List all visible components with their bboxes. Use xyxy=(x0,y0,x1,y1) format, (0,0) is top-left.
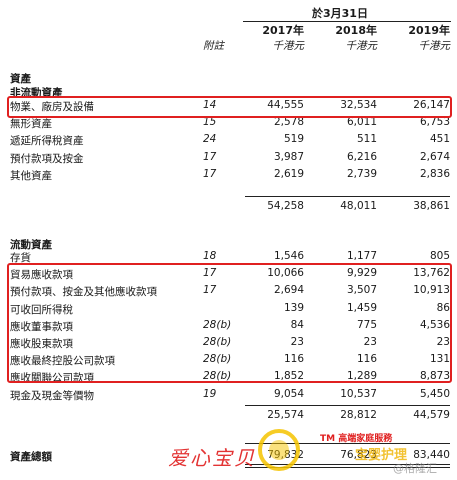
row-label: 應收董事款項 xyxy=(10,320,73,333)
row-value-2018: 10,537 xyxy=(340,387,377,400)
row-value-2017: 23 xyxy=(290,336,304,348)
row-value-2017: 44,555 xyxy=(267,99,304,111)
highlight-box-receivables xyxy=(7,263,452,383)
row-value-2019: 5,450 xyxy=(419,387,450,400)
row-value-2019: 4,536 xyxy=(419,318,450,331)
total-assets-rule xyxy=(245,443,450,444)
watermark-logo-icon xyxy=(258,429,300,471)
row-value-2018: 511 xyxy=(356,133,377,146)
total-assets-2018: 76,823 xyxy=(340,449,377,461)
non-current-subtotal-2019: 38,861 xyxy=(413,200,450,212)
header-year-2018: 2018年 xyxy=(335,24,377,37)
row-note: 28(b) xyxy=(203,370,232,383)
header-year-2019: 2019年 xyxy=(408,24,450,37)
row-value-2019: 10,913 xyxy=(413,284,450,297)
row-value-2019: 2,836 xyxy=(419,167,450,180)
row-label: 遞延所得稅資產 xyxy=(10,135,84,148)
row-note: 15 xyxy=(203,116,217,129)
watermark-brand: 爱心宝贝 xyxy=(168,446,256,470)
row-label: 物業、廠房及設備 xyxy=(10,101,94,113)
row-label: 應收股東款項 xyxy=(10,338,73,350)
row-value-2018: 3,507 xyxy=(346,284,377,297)
row-note: 18 xyxy=(203,250,217,262)
row-value-2017: 1,852 xyxy=(273,370,304,383)
non-current-subtotal-2017: 54,258 xyxy=(267,200,304,212)
row-value-2017: 10,066 xyxy=(267,267,304,280)
row-value-2018: 32,534 xyxy=(340,99,377,111)
row-note: 17 xyxy=(203,267,217,280)
section-total-assets: 資產總額 xyxy=(10,451,52,463)
row-note: 17 xyxy=(203,167,217,180)
row-note: 28(b) xyxy=(203,318,232,331)
row-value-2017: 519 xyxy=(283,133,304,146)
row-label: 無形資產 xyxy=(10,118,52,131)
non-current-subtotal-rule xyxy=(245,196,450,197)
current-subtotal-rule xyxy=(245,405,450,406)
row-value-2018: 6,011 xyxy=(346,116,377,129)
total-assets-double-rule xyxy=(245,464,450,468)
row-label: 其他資產 xyxy=(10,169,52,182)
header-unit-2017: 千港元 xyxy=(272,40,305,52)
row-value-2018: 775 xyxy=(356,318,377,331)
header-date-rule xyxy=(243,21,451,22)
row-value-2019: 131 xyxy=(429,353,450,366)
row-value-2019: 86 xyxy=(436,301,450,314)
row-label: 可收回所得稅 xyxy=(10,303,73,316)
row-value-2018: 1,459 xyxy=(346,301,377,314)
row-value-2019: 8,873 xyxy=(419,370,450,383)
non-current-subtotal-2018: 48,011 xyxy=(340,200,377,212)
row-value-2018: 9,929 xyxy=(346,267,377,280)
highlight-box-ppe xyxy=(7,96,452,118)
header-note-column: 附註 xyxy=(203,40,224,52)
row-value-2018: 1,289 xyxy=(346,370,377,383)
row-value-2019: 2,674 xyxy=(419,150,450,163)
row-value-2019: 26,147 xyxy=(413,99,450,111)
row-value-2017: 3,987 xyxy=(273,150,304,163)
row-label: 預付款項、按金及其他應收款項 xyxy=(10,286,157,299)
current-subtotal-2018: 28,812 xyxy=(340,409,377,421)
row-value-2017: 9,054 xyxy=(273,387,304,400)
row-value-2019: 6,753 xyxy=(419,116,450,129)
row-note: 19 xyxy=(203,387,217,400)
row-value-2018: 23 xyxy=(363,336,377,348)
header-year-2017: 2017年 xyxy=(262,24,304,37)
row-label: 存貨 xyxy=(10,252,31,264)
row-value-2017: 1,546 xyxy=(273,250,304,262)
row-note: 17 xyxy=(203,150,217,163)
header-unit-2019: 千港元 xyxy=(418,40,451,52)
row-label: 貿易應收款項 xyxy=(10,269,73,282)
row-note: 14 xyxy=(203,99,217,111)
row-value-2017: 139 xyxy=(283,301,304,314)
watermark-tm-text: TM 高端家庭服務 xyxy=(320,434,393,444)
row-note: 28(b) xyxy=(203,353,232,366)
section-current-assets: 流動資產 xyxy=(10,239,52,251)
watermark-author: @格隆汇 xyxy=(393,462,437,475)
row-value-2017: 116 xyxy=(283,353,304,366)
header-unit-2018: 千港元 xyxy=(345,40,378,52)
row-note: 28(b) xyxy=(203,336,232,348)
row-value-2019: 23 xyxy=(436,336,450,348)
row-note: 17 xyxy=(203,284,217,297)
total-assets-2019: 83,440 xyxy=(413,449,450,461)
row-value-2017: 2,694 xyxy=(273,284,304,297)
current-subtotal-2019: 44,579 xyxy=(413,409,450,421)
row-value-2017: 84 xyxy=(290,318,304,331)
current-subtotal-2017: 25,574 xyxy=(267,409,304,421)
row-value-2019: 805 xyxy=(429,250,450,262)
row-value-2018: 116 xyxy=(356,353,377,366)
row-value-2018: 6,216 xyxy=(346,150,377,163)
row-label: 應收最終控股公司款項 xyxy=(10,355,115,368)
row-value-2017: 2,578 xyxy=(273,116,304,129)
row-value-2019: 451 xyxy=(429,133,450,146)
row-value-2018: 1,177 xyxy=(346,250,377,262)
row-label: 預付款項及按金 xyxy=(10,152,84,165)
header-date-label: 於3月31日 xyxy=(312,7,368,20)
row-value-2018: 2,739 xyxy=(346,167,377,180)
row-label: 現金及現金等價物 xyxy=(10,389,94,402)
row-note: 24 xyxy=(203,133,217,146)
watermark-faint-text: 宝婴护理 xyxy=(355,448,408,463)
row-value-2017: 2,619 xyxy=(273,167,304,180)
row-value-2019: 13,762 xyxy=(413,267,450,280)
section-assets: 資產 xyxy=(10,73,31,85)
